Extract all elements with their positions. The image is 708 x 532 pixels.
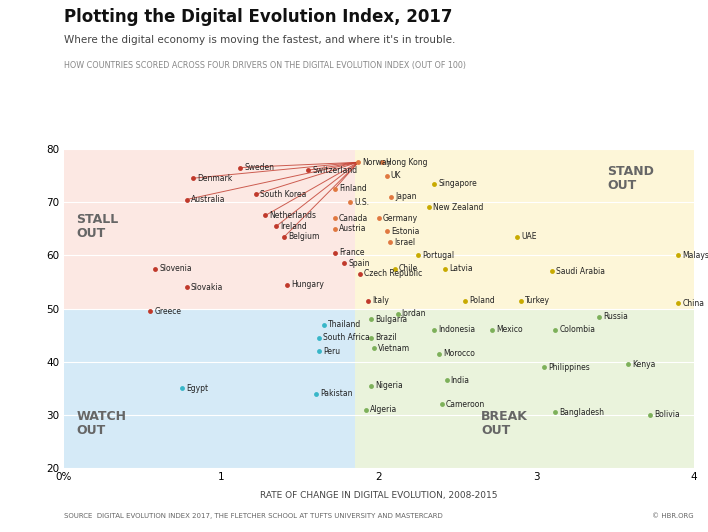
- Text: UAE: UAE: [522, 232, 537, 241]
- Text: Russia: Russia: [603, 312, 629, 321]
- Text: U.S.: U.S.: [355, 198, 370, 206]
- Text: Brazil: Brazil: [375, 334, 396, 342]
- Text: India: India: [451, 376, 469, 385]
- Text: Estonia: Estonia: [391, 227, 419, 236]
- Text: Japan: Japan: [396, 193, 417, 201]
- Text: Portugal: Portugal: [423, 251, 455, 260]
- Text: Pakistan: Pakistan: [320, 389, 353, 398]
- Text: Turkey: Turkey: [525, 296, 549, 305]
- Text: Greece: Greece: [154, 307, 181, 315]
- Text: Morocco: Morocco: [442, 350, 474, 358]
- Text: SOURCE  DIGITAL EVOLUTION INDEX 2017, THE FLETCHER SCHOOL AT TUFTS UNIVERSITY AN: SOURCE DIGITAL EVOLUTION INDEX 2017, THE…: [64, 513, 442, 519]
- Text: Thailand: Thailand: [328, 320, 361, 329]
- Text: Canada: Canada: [339, 214, 368, 222]
- Text: Poland: Poland: [469, 296, 496, 305]
- Text: Philippines: Philippines: [549, 363, 590, 371]
- Text: WATCH
OUT: WATCH OUT: [76, 410, 126, 437]
- Text: Algeria: Algeria: [370, 405, 398, 414]
- Text: Finland: Finland: [339, 185, 367, 193]
- Text: New Zealand: New Zealand: [433, 203, 484, 212]
- Text: Colombia: Colombia: [559, 326, 595, 334]
- Text: Denmark: Denmark: [197, 174, 232, 182]
- Text: Germany: Germany: [383, 214, 418, 222]
- Text: South Africa: South Africa: [323, 334, 370, 342]
- Text: Egypt: Egypt: [186, 384, 208, 393]
- Text: South Korea: South Korea: [260, 190, 307, 198]
- Text: Sweden: Sweden: [244, 163, 274, 172]
- Text: HOW COUNTRIES SCORED ACROSS FOUR DRIVERS ON THE DIGITAL EVOLUTION INDEX (OUT OF : HOW COUNTRIES SCORED ACROSS FOUR DRIVERS…: [64, 61, 466, 70]
- Text: Singapore: Singapore: [438, 179, 476, 188]
- Text: Mexico: Mexico: [496, 326, 523, 334]
- Text: Malaysia: Malaysia: [683, 251, 708, 260]
- Bar: [64, 149, 355, 309]
- Text: Vietnam: Vietnam: [378, 344, 411, 353]
- Text: BREAK
OUT: BREAK OUT: [481, 410, 528, 437]
- Text: Slovenia: Slovenia: [159, 264, 192, 273]
- Bar: [355, 149, 694, 309]
- Text: STALL
OUT: STALL OUT: [76, 213, 118, 240]
- Text: Australia: Australia: [190, 195, 225, 204]
- Text: Slovakia: Slovakia: [190, 283, 223, 292]
- Text: Plotting the Digital Evolution Index, 2017: Plotting the Digital Evolution Index, 20…: [64, 8, 452, 26]
- Text: Israel: Israel: [394, 238, 415, 246]
- Text: Czech Republic: Czech Republic: [364, 270, 422, 278]
- Text: Bulgaria: Bulgaria: [375, 315, 407, 323]
- Text: Saudi Arabia: Saudi Arabia: [556, 267, 605, 276]
- Text: Where the digital economy is moving the fastest, and where it's in trouble.: Where the digital economy is moving the …: [64, 35, 455, 45]
- Bar: [355, 309, 694, 468]
- X-axis label: RATE OF CHANGE IN DIGITAL EVOLUTION, 2008-2015: RATE OF CHANGE IN DIGITAL EVOLUTION, 200…: [260, 491, 498, 500]
- Text: Cameroon: Cameroon: [446, 400, 485, 409]
- Bar: [64, 309, 355, 468]
- Text: Latvia: Latvia: [449, 264, 473, 273]
- Text: Kenya: Kenya: [632, 360, 655, 369]
- Text: Austria: Austria: [339, 225, 366, 233]
- Text: Hong Kong: Hong Kong: [386, 158, 428, 167]
- Text: Belgium: Belgium: [288, 232, 320, 241]
- Text: Indonesia: Indonesia: [438, 326, 475, 334]
- Text: Bangladesh: Bangladesh: [559, 408, 605, 417]
- Text: Peru: Peru: [323, 347, 341, 355]
- Text: Switzerland: Switzerland: [312, 166, 357, 174]
- Text: Hungary: Hungary: [292, 280, 324, 289]
- Text: China: China: [683, 299, 704, 307]
- Text: STAND
OUT: STAND OUT: [607, 165, 654, 192]
- Text: Italy: Italy: [372, 296, 389, 305]
- Text: Nigeria: Nigeria: [375, 381, 403, 390]
- Text: © HBR.ORG: © HBR.ORG: [652, 513, 694, 519]
- Text: Spain: Spain: [348, 259, 370, 268]
- Text: France: France: [339, 248, 365, 257]
- Text: Jordan: Jordan: [402, 310, 426, 318]
- Text: Bolivia: Bolivia: [654, 411, 680, 419]
- Text: Chile: Chile: [399, 264, 418, 273]
- Text: UK: UK: [391, 171, 401, 180]
- Text: Netherlands: Netherlands: [270, 211, 316, 220]
- Text: Norway: Norway: [362, 158, 392, 167]
- Text: Ireland: Ireland: [280, 222, 307, 230]
